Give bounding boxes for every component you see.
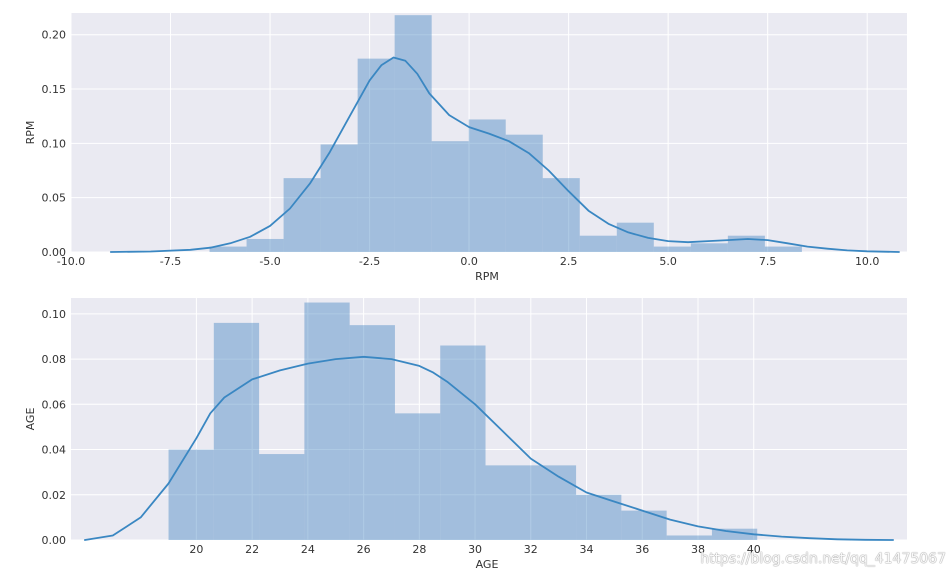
age-histogram-bar: [666, 535, 712, 540]
watermark-text: https://blog.csdn.net/qq_41475067: [700, 551, 946, 567]
age-histogram-bar: [440, 345, 486, 540]
age-x-axis-label: AGE: [476, 558, 499, 571]
age-x-tick-label: 34: [580, 543, 594, 556]
rpm-histogram-bar: [320, 144, 358, 252]
age-histogram-bar: [168, 449, 214, 540]
rpm-y-tick-label: 0.00: [42, 246, 67, 259]
rpm-y-tick-label: 0.10: [42, 137, 67, 150]
rpm-histogram-bar: [431, 141, 469, 252]
rpm-histogram-bar: [653, 246, 691, 252]
age-y-tick-label: 0.04: [42, 444, 67, 457]
age-histogram-bar: [259, 454, 305, 540]
rpm-x-tick-label: -2.5: [359, 255, 380, 268]
rpm-y-tick-label: 0.05: [42, 192, 67, 205]
rpm-x-tick-label: -5.0: [259, 255, 280, 268]
rpm-kde-line: [109, 56, 900, 253]
rpm-y-tick-label: 0.20: [42, 29, 67, 42]
rpm-x-tick-label: 2.5: [560, 255, 578, 268]
rpm-x-tick-label: 0.0: [460, 255, 478, 268]
rpm-y-tick-label: 0.15: [42, 83, 67, 96]
age-histogram-bar: [621, 510, 667, 540]
age-y-tick-label: 0.02: [42, 489, 67, 502]
age-kde-line: [84, 355, 894, 541]
age-x-tick-label: 24: [301, 543, 315, 556]
rpm-x-tick-label: 5.0: [659, 255, 677, 268]
age-histogram-bar: [530, 465, 577, 540]
rpm-histogram-bar: [764, 246, 802, 252]
age-y-tick-label: 0.08: [42, 353, 67, 366]
age-x-tick-label: 28: [412, 543, 426, 556]
age-histogram-bar: [213, 322, 260, 540]
rpm-histogram-bar: [690, 243, 728, 252]
rpm-histogram-bar: [579, 235, 617, 252]
rpm-histogram-bar: [209, 246, 247, 252]
age-y-tick-label: 0.06: [42, 398, 67, 411]
age-y-axis-label: AGE: [24, 408, 37, 431]
age-y-tick-label: 0.10: [42, 308, 67, 321]
rpm-x-axis-label: RPM: [475, 270, 499, 283]
rpm-histogram-bar: [468, 119, 506, 252]
age-x-tick-label: 38: [691, 543, 705, 556]
age-histogram-bar: [394, 413, 441, 540]
rpm-x-tick-label: -10.0: [57, 255, 85, 268]
age-histogram-bar: [349, 325, 395, 540]
rpm-histogram-bar: [283, 178, 321, 252]
rpm-x-tick-label: -7.5: [160, 255, 181, 268]
rpm-histogram-bar: [505, 134, 543, 252]
rpm-x-tick-label: 7.5: [759, 255, 777, 268]
age-histogram-bar: [304, 302, 350, 540]
age-histogram-bar: [711, 528, 758, 540]
rpm-histogram-bar: [357, 58, 395, 252]
age-x-tick-label: 20: [189, 543, 203, 556]
age-x-tick-label: 40: [747, 543, 761, 556]
age-x-tick-label: 26: [357, 543, 371, 556]
rpm-histogram-bar: [246, 238, 284, 252]
age-x-tick-label: 36: [635, 543, 649, 556]
rpm-y-axis-label: RPM: [24, 121, 37, 145]
age-x-tick-label: 32: [524, 543, 538, 556]
rpm-histogram-panel: -10.0 -7.5 -5.0 -2.5 0.0 2.5 5.0 7.5 10.0 0.00 0.0…: [24, 13, 907, 283]
rpm-histogram-bar: [727, 235, 765, 252]
rpm-histogram-bar: [542, 178, 580, 252]
rpm-histogram-bar: [394, 15, 432, 252]
age-y-tick-label: 0.00: [42, 534, 67, 547]
age-x-tick-label: 22: [245, 543, 259, 556]
age-histogram-panel: 20 22 24 26 28 30 32 34 36 38 40 0.00 0.02 0.04 0.06 0.…: [24, 298, 907, 571]
age-x-tick-label: 30: [468, 543, 482, 556]
age-histogram-bar: [485, 465, 531, 540]
rpm-x-tick-label: 10.0: [855, 255, 880, 268]
